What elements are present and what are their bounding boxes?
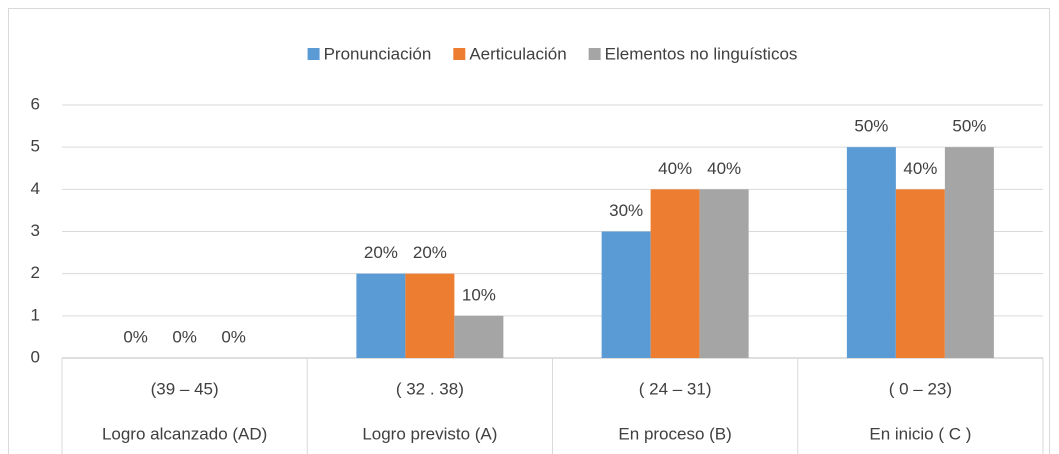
y-tick-label: 5 [31, 137, 40, 156]
value-label: 20% [364, 243, 398, 262]
bar [356, 273, 406, 358]
value-label: 30% [609, 201, 643, 220]
y-tick-label: 1 [31, 305, 40, 324]
bar [650, 189, 700, 358]
x-tick-label: ( 0 – 23) [889, 379, 952, 398]
bar [944, 147, 994, 358]
y-tick-label: 6 [31, 94, 40, 113]
value-label: 20% [413, 243, 447, 262]
x-tick-label: ( 24 – 31) [639, 379, 712, 398]
legend-swatch [588, 48, 601, 60]
y-tick-label: 0 [31, 347, 40, 366]
legend-label: Aerticulación [469, 44, 566, 63]
legend-label: Elementos no linguísticos [605, 44, 798, 63]
x-group-label: En proceso (B) [618, 424, 731, 443]
value-label: 50% [854, 117, 888, 136]
value-label: 40% [658, 159, 692, 178]
value-label: 40% [707, 159, 741, 178]
y-tick-label: 3 [31, 221, 40, 240]
bar [846, 147, 896, 358]
value-label: 0% [221, 327, 246, 346]
x-group-label: Logro alcanzado (AD) [102, 424, 267, 443]
value-label: 10% [462, 285, 496, 304]
legend-label: Pronunciación [324, 44, 432, 63]
legend-swatch [307, 48, 320, 60]
y-tick-label: 4 [31, 179, 40, 198]
x-group-label: En inicio ( C ) [869, 424, 971, 443]
bar [454, 315, 504, 358]
value-label: 40% [903, 159, 937, 178]
bar [601, 231, 651, 358]
bar [405, 273, 455, 358]
x-group-label: Logro previsto (A) [362, 424, 497, 443]
x-tick-label: ( 32 . 38) [396, 379, 464, 398]
bar [895, 189, 945, 358]
value-label: 0% [172, 327, 197, 346]
bar [699, 189, 749, 358]
y-tick-label: 2 [31, 263, 40, 282]
legend: Pronunciación Aerticulación Elementos no l… [307, 44, 798, 63]
value-label: 0% [123, 327, 148, 346]
x-tick-label: (39 – 45) [151, 379, 219, 398]
legend-swatch [453, 48, 466, 60]
value-label: 50% [952, 117, 986, 136]
